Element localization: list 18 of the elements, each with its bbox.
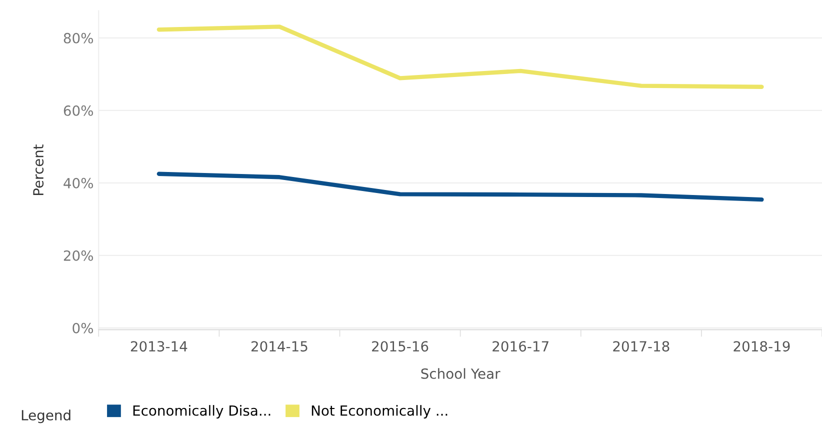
x-axis-title: School Year [421, 368, 500, 379]
y-tick-label: 40% [64, 178, 94, 188]
x-tick-label: 2018-19 [734, 341, 790, 352]
line-series [156, 24, 764, 89]
legend-label: Not Economically ... [312, 405, 448, 418]
y-tick-label: 20% [64, 250, 94, 261]
y-tick-label: 0% [72, 322, 94, 334]
line-series [156, 172, 764, 202]
x-tick-label: 2013-14 [130, 341, 188, 352]
y-axis-title: Percent [33, 144, 44, 196]
y-tick-label: 80% [64, 32, 94, 44]
x-tick-label: 2017-18 [613, 341, 670, 352]
y-tick-label: 60% [64, 105, 94, 116]
x-tick-label: 2016-17 [492, 341, 548, 352]
x-tick-label: 2014-15 [251, 341, 308, 352]
x-tick-label: 2015-16 [372, 341, 428, 352]
legend-title: Legend [22, 410, 70, 424]
legend-label: Economically Disa... [133, 405, 270, 418]
